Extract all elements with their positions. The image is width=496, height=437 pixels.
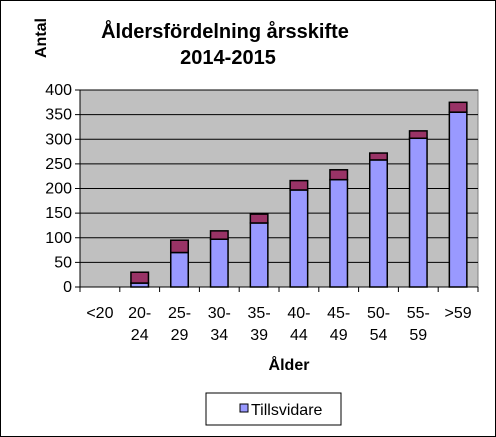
bar-series0-7: [368, 159, 389, 288]
bar-series0-5: [289, 189, 309, 288]
x-tick-label-6-0: 45-: [327, 305, 350, 322]
x-tick-label-3-1: 34: [210, 327, 228, 344]
bar-series0-2: [169, 251, 190, 288]
chart-title-line-2: 2014-2015: [180, 47, 276, 69]
legend-swatch-tillsvidare: [239, 403, 249, 413]
bar-series1-9: [448, 101, 468, 113]
x-tick-label-0-0: <20: [86, 305, 113, 322]
y-tick-label-3: 150: [45, 205, 72, 222]
bar-series1-5: [289, 179, 309, 191]
x-tick-label-5-1: 44: [290, 327, 308, 344]
x-axis-title: Ålder: [269, 355, 310, 374]
y-axis-title: Antal: [33, 18, 50, 58]
x-tick-label-1-0: 20-: [128, 305, 151, 322]
y-tick-label-5: 250: [45, 156, 72, 173]
x-tick-label-3-0: 30-: [208, 305, 231, 322]
legend-label-tillsvidare: Tillsvidare: [251, 402, 323, 419]
y-tick-label-7: 350: [45, 107, 72, 124]
legend: Tillsvidare: [205, 392, 342, 426]
y-tick-label-6: 300: [45, 131, 72, 148]
bar-series1-3: [209, 230, 229, 240]
bar-series0-4: [249, 222, 269, 288]
x-tick-label-4-1: 39: [250, 327, 268, 344]
legend-box: [205, 392, 342, 426]
bar-series1-6: [329, 169, 349, 181]
bar-series0-6: [329, 178, 349, 288]
x-tick-label-6-1: 49: [330, 327, 348, 344]
x-tick-label-1-1: 24: [131, 327, 149, 344]
x-tick-label-8-1: 59: [409, 327, 427, 344]
bar-series0-8: [408, 137, 428, 288]
y-tick-label-2: 100: [45, 230, 72, 247]
bar-series1-8: [408, 130, 428, 140]
bar-series1-4: [249, 213, 269, 224]
bar-series1-1: [130, 271, 150, 284]
x-tick-label-4-0: 35-: [248, 305, 271, 322]
x-tick-label-7-0: 50-: [367, 305, 390, 322]
x-tick-label-2-0: 25-: [168, 305, 191, 322]
ticks-group: 0 50 100 150 200 250 300 350 400 <20 20- 24 25- 29 30-…: [45, 82, 479, 344]
bar-series0-9: [448, 111, 468, 288]
bar-series1-2: [169, 239, 190, 254]
y-tick-label-4: 200: [45, 181, 72, 198]
x-tick-label-5-0: 40-: [287, 305, 310, 322]
x-tick-label-8-0: 55-: [407, 305, 430, 322]
x-tick-label-2-1: 29: [171, 327, 189, 344]
x-tick-label-9-0: >59: [445, 305, 472, 322]
y-tick-label-1: 50: [54, 254, 72, 271]
x-tick-label-7-1: 54: [370, 327, 388, 344]
bar-series1-7: [368, 152, 389, 161]
y-tick-label-8: 400: [45, 82, 72, 99]
y-tick-label-0: 0: [63, 279, 72, 296]
chart-title-line-1: Åldersfördelning årsskifte: [101, 19, 349, 43]
bar-series0-3: [209, 238, 229, 288]
